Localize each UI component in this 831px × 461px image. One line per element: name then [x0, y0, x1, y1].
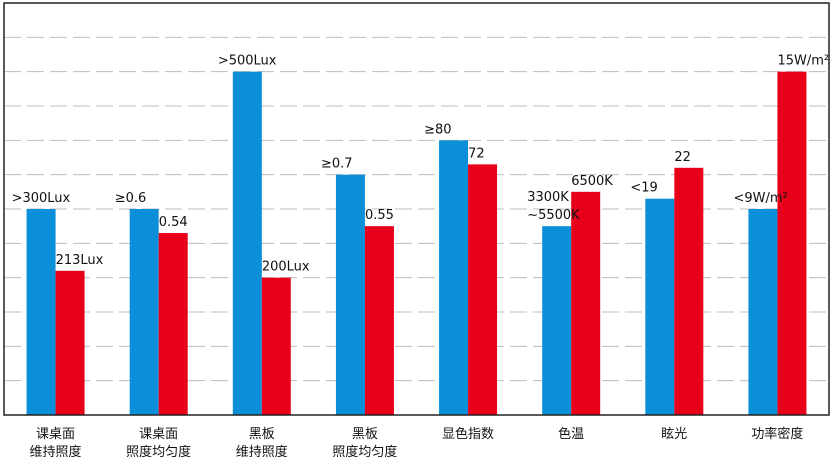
category-label: 眩光	[661, 426, 687, 442]
data-label: ~5500K	[527, 208, 580, 223]
data-label: 22	[674, 150, 691, 165]
gridlines	[4, 36, 829, 382]
data-label: ≥0.7	[321, 157, 353, 172]
data-label: ≥0.6	[115, 191, 147, 206]
data-label: <19	[630, 181, 657, 196]
data-label: 0.55	[365, 208, 394, 223]
data-label: 72	[468, 146, 485, 161]
bar-blue	[542, 226, 572, 415]
data-label: 6500K	[571, 174, 613, 189]
plot-border	[3, 2, 830, 416]
bar-red	[364, 226, 394, 415]
data-label: ≥80	[424, 122, 451, 137]
data-label: 213Lux	[56, 253, 104, 268]
category-label: 照度均匀度	[126, 444, 191, 457]
bar-blue	[748, 209, 778, 415]
bars	[26, 71, 807, 416]
data-label: >300Lux	[12, 191, 71, 206]
bar-blue	[439, 140, 469, 416]
bar-blue	[232, 71, 262, 416]
bar-red	[571, 191, 601, 415]
data-label: <9W/m²	[733, 191, 787, 206]
bar-blue	[335, 174, 365, 415]
plot-frame	[3, 2, 830, 416]
category-label: 显色指数	[442, 426, 494, 442]
bar-red	[158, 233, 188, 415]
bar-blue	[129, 209, 159, 415]
data-label: >500Lux	[218, 54, 277, 69]
bar-red	[468, 164, 498, 415]
data-labels: >300Lux ≥0.6 >500Lux ≥0.7 ≥80 3300K ~5500K <19 <…	[12, 54, 830, 275]
category-label: 功率密度	[751, 426, 803, 442]
category-label: 黑板	[352, 427, 378, 442]
data-label: 15W/m²	[777, 54, 829, 69]
data-label: 3300K	[527, 190, 569, 205]
bar-red	[55, 270, 85, 415]
bar-blue	[26, 209, 56, 415]
bar-blue	[645, 198, 675, 415]
category-label: 课桌面	[139, 427, 178, 442]
category-label: 维持照度	[236, 444, 288, 457]
category-label: 照度均匀度	[332, 444, 397, 457]
bar-red	[261, 277, 291, 415]
bar-red	[777, 71, 807, 416]
category-label: 色温	[558, 426, 584, 442]
category-label: 维持照度	[30, 444, 82, 457]
data-label: 200Lux	[262, 260, 310, 275]
bar-red	[674, 167, 704, 415]
category-label: 黑板	[249, 427, 275, 442]
data-label: 0.54	[159, 215, 188, 230]
category-label: 课桌面	[36, 427, 75, 442]
